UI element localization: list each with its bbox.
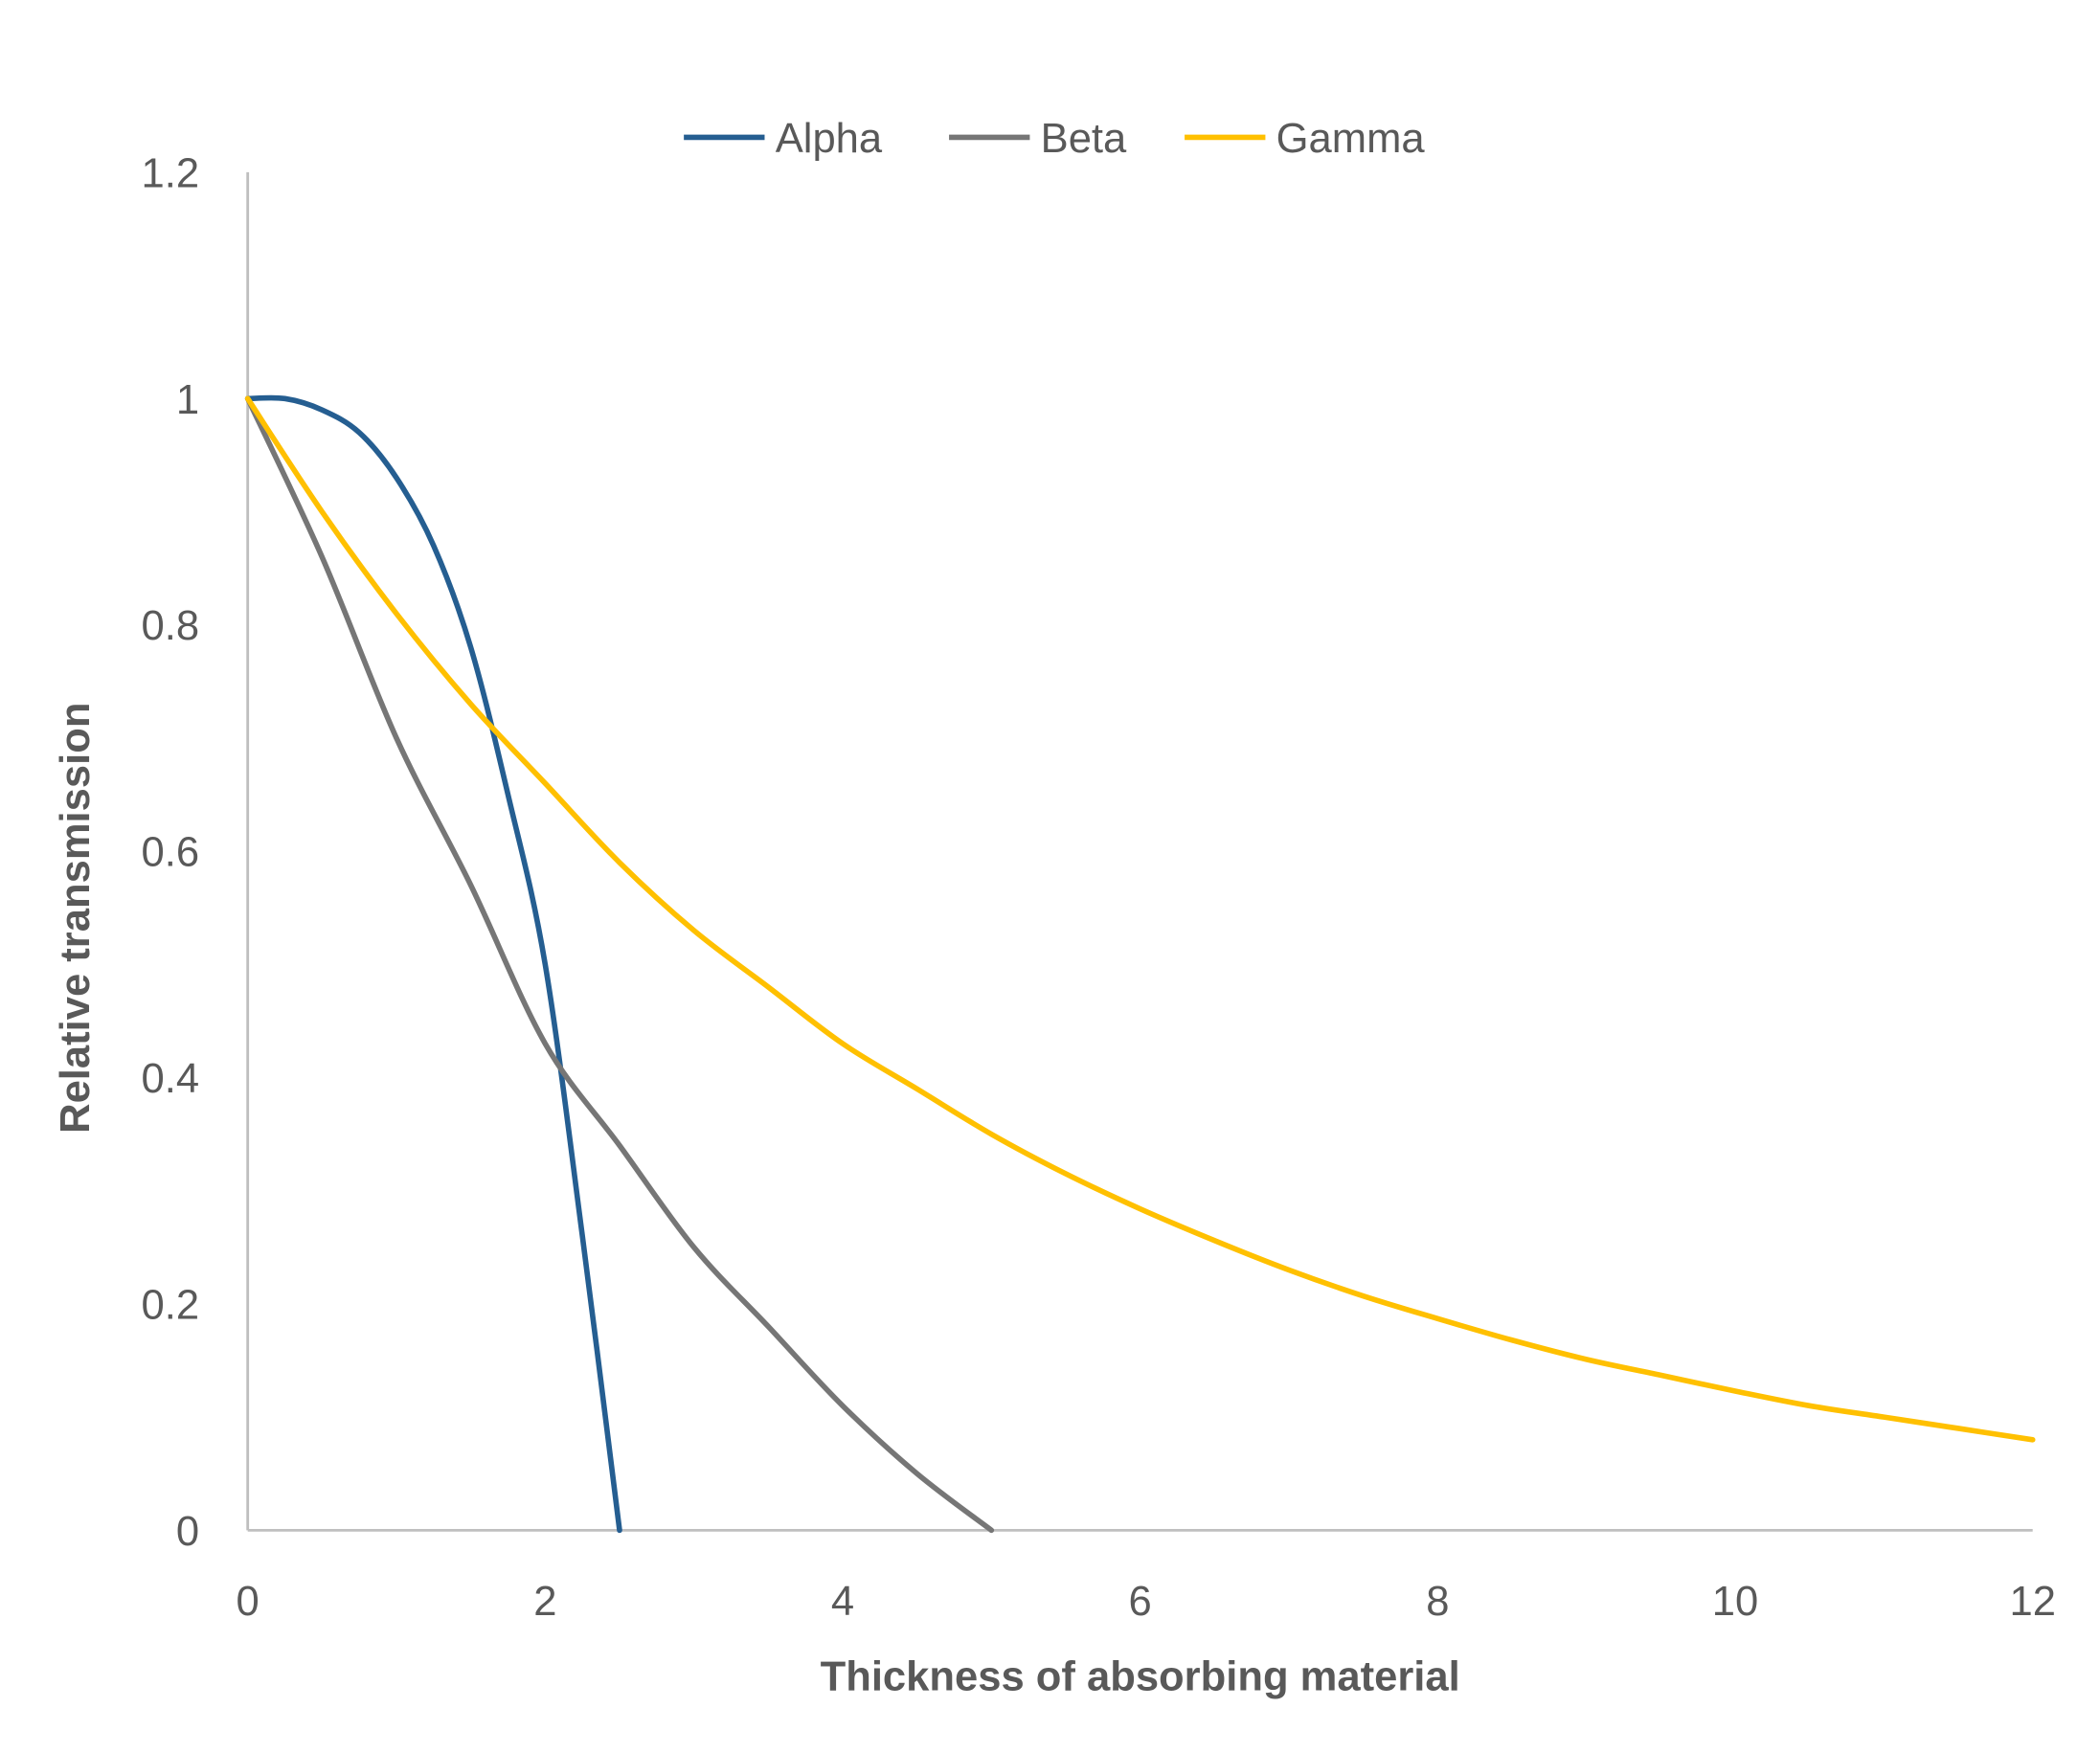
y-tick-label: 0 <box>176 1509 199 1555</box>
series-line-beta <box>244 395 995 1534</box>
legend-label: Alpha <box>776 116 883 162</box>
legend-label: Gamma <box>1276 116 1426 162</box>
series-line-alpha <box>244 394 622 1534</box>
y-axis-title: Relative transmission <box>53 703 99 1134</box>
series-line-gamma <box>244 395 2036 1443</box>
legend-item-alpha: Alpha <box>684 116 883 162</box>
legend-item-gamma: Gamma <box>1185 116 1425 162</box>
y-tick-label: 0.4 <box>141 1056 199 1102</box>
x-tick-label: 0 <box>237 1579 260 1625</box>
series-group <box>244 394 2036 1534</box>
y-axis-ticks: 0 0.2 0.4 0.6 0.8 1 1.2 <box>141 150 199 1554</box>
y-tick-label: 0.8 <box>141 603 199 649</box>
y-tick-label: 0.6 <box>141 830 199 876</box>
y-tick-label: 0.2 <box>141 1282 199 1328</box>
legend-label: Beta <box>1041 116 1127 162</box>
legend: Alpha Beta Gamma <box>684 116 1425 162</box>
x-tick-label: 6 <box>1129 1579 1152 1625</box>
x-tick-label: 8 <box>1426 1579 1449 1625</box>
x-axis-title: Thickness of absorbing material <box>821 1654 1460 1700</box>
y-tick-label: 1.2 <box>141 150 199 196</box>
x-tick-label: 12 <box>2009 1579 2055 1625</box>
x-tick-label: 10 <box>1712 1579 1758 1625</box>
legend-item-beta: Beta <box>949 116 1127 162</box>
x-tick-label: 4 <box>831 1579 854 1625</box>
y-tick-label: 1 <box>176 377 199 423</box>
x-tick-label: 2 <box>533 1579 556 1625</box>
x-axis-ticks: 0 2 4 6 8 10 12 <box>237 1579 2056 1625</box>
